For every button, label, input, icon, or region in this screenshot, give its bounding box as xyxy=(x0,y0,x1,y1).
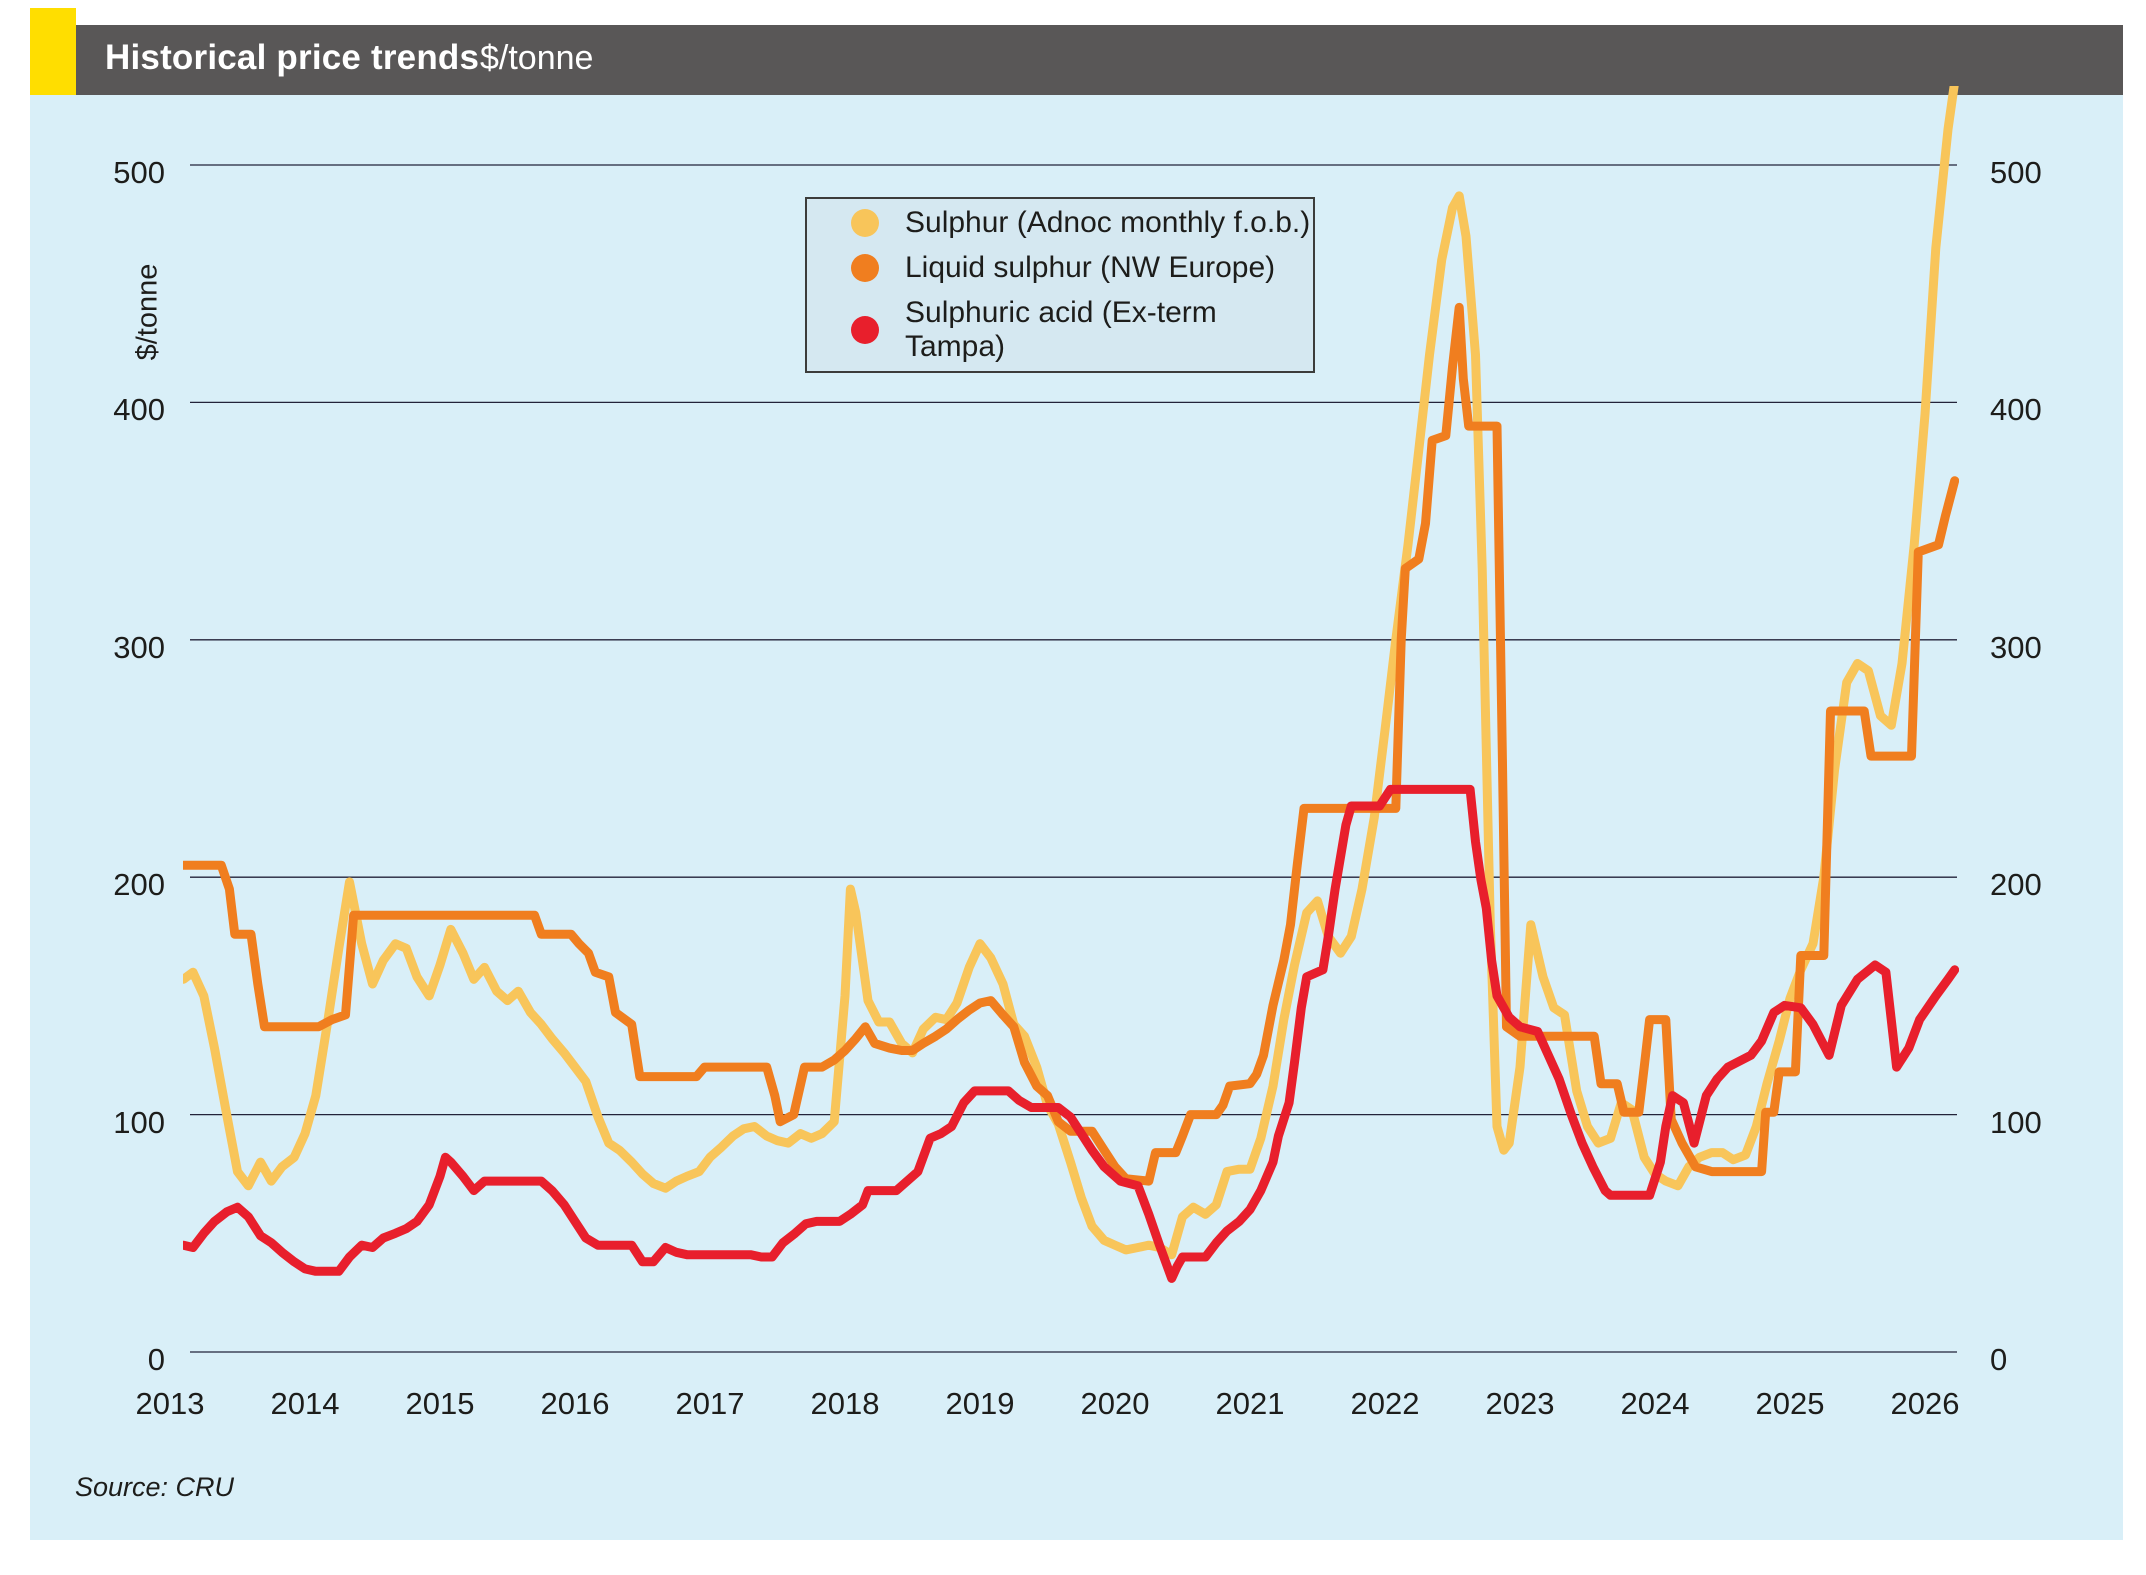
y-tick-label-right: 500 xyxy=(1990,155,2042,190)
legend: Sulphur (Adnoc monthly f.o.b.) Liquid sul… xyxy=(805,197,1315,373)
y-tick-label-right: 200 xyxy=(1990,867,2042,903)
x-tick-label: 2017 xyxy=(675,1386,745,1421)
x-tick-label: 2021 xyxy=(1215,1386,1285,1421)
series-line-sulphuric xyxy=(183,784,1959,1283)
header-bar xyxy=(30,25,2123,95)
legend-label: Sulphur (Adnoc monthly f.o.b.) xyxy=(905,206,1311,239)
legend-swatch-icon xyxy=(851,254,879,282)
y-tick-label-left: 500 xyxy=(113,155,165,190)
x-tick-label: 2013 xyxy=(135,1386,205,1421)
y-tick-label-right: 300 xyxy=(1990,629,2042,665)
y-tick-label-right: 400 xyxy=(1990,392,2042,428)
y-tick-label-left: 400 xyxy=(113,392,165,428)
x-tick-label: 2020 xyxy=(1080,1386,1150,1421)
y-tick-label-left: 0 xyxy=(147,1342,165,1377)
x-tick-label: 2026 xyxy=(1890,1386,1960,1421)
x-tick-label: 2023 xyxy=(1485,1386,1555,1421)
legend-item: Liquid sulphur (NW Europe) xyxy=(851,251,1313,285)
y-tick-label-right: 0 xyxy=(1990,1342,2008,1377)
x-tick-label: 2025 xyxy=(1755,1386,1825,1421)
y-tick-label-right: 100 xyxy=(1990,1104,2042,1140)
x-tick-label: 2018 xyxy=(810,1386,880,1421)
x-tick-label: 2024 xyxy=(1620,1386,1690,1421)
source-note: Source: CRU xyxy=(75,1472,235,1502)
x-tick-label: 2016 xyxy=(540,1386,610,1421)
y-tick-label-left: 200 xyxy=(113,867,165,903)
x-tick-label: 2022 xyxy=(1350,1386,1420,1421)
legend-swatch-icon xyxy=(851,316,879,344)
series-lines xyxy=(183,86,1959,1283)
legend-item: Sulphur (Adnoc monthly f.o.b.) xyxy=(851,206,1313,240)
legend-item: Sulphuric acid (Ex-term Tampa) xyxy=(851,296,1313,364)
x-tick-label: 2019 xyxy=(945,1386,1015,1421)
y-tick-label-left: 100 xyxy=(113,1104,165,1140)
chart-title: Historical price trends xyxy=(105,38,480,77)
accent-block xyxy=(30,8,76,95)
legend-label: Liquid sulphur (NW Europe) xyxy=(905,251,1276,284)
series-line-liquid xyxy=(183,302,1959,1186)
legend-label: Sulphuric acid (Ex-term Tampa) xyxy=(905,296,1217,363)
y-tick-label-left: 300 xyxy=(113,629,165,665)
x-tick-label: 2014 xyxy=(270,1386,340,1421)
legend-swatch-icon xyxy=(851,209,879,237)
y-axis-title: $/tonne xyxy=(131,263,164,361)
x-tick-label: 2015 xyxy=(405,1386,475,1421)
chart-title-unit: $/tonne xyxy=(480,39,594,77)
